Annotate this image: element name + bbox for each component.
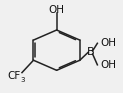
Text: OH: OH <box>100 38 116 48</box>
Text: OH: OH <box>49 5 65 15</box>
Text: B: B <box>87 47 94 57</box>
Text: 3: 3 <box>21 77 25 83</box>
Text: CF: CF <box>7 71 21 81</box>
Text: OH: OH <box>100 60 116 70</box>
